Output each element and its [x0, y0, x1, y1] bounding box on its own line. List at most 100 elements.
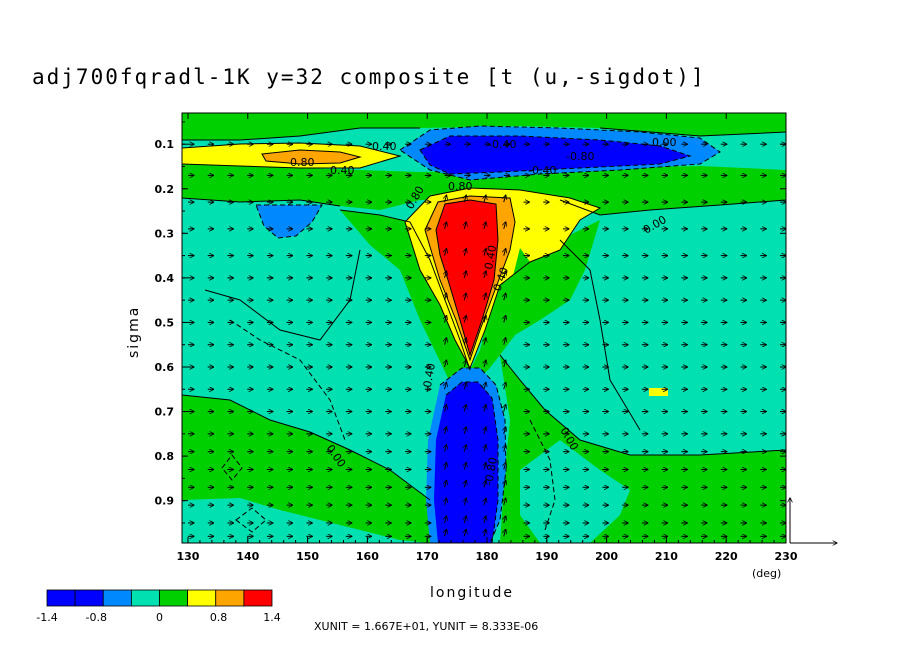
vector-arrow: [445, 445, 447, 452]
x-unit-label: (deg): [752, 567, 781, 580]
colorbar-label: -0.8: [85, 611, 106, 624]
colorbar-swatch: [102, 589, 132, 607]
vector-arrow: [484, 480, 486, 488]
vector-arrow: [445, 516, 447, 524]
vector-arrow: [484, 249, 486, 256]
x-tick-label: 200: [595, 550, 618, 563]
contour-label: 0.40: [330, 164, 355, 177]
y-tick-label: 0.1: [155, 138, 175, 151]
x-tick-label: 230: [775, 550, 798, 563]
vector-arrow: [504, 516, 506, 524]
vector-arrow: [445, 195, 447, 203]
vector-arrow: [484, 222, 486, 229]
vector-arrow: [464, 249, 466, 256]
contour-lines-negative: [221, 125, 721, 543]
colorbar-swatch: [215, 589, 245, 607]
contour-label: 0.80: [448, 180, 473, 193]
vector-arrow: [445, 529, 447, 537]
vector-arrow: [504, 315, 506, 323]
colorbar-swatch: [187, 589, 217, 607]
y-axis-label: sigma: [126, 306, 142, 358]
region-upper-positive-core: [262, 150, 360, 164]
colorbar-swatch: [74, 589, 104, 607]
vector-arrow: [445, 405, 447, 412]
x-tick-label: 130: [176, 550, 199, 563]
vector-arrow: [504, 445, 506, 452]
vector-arrow: [445, 315, 447, 323]
vector-arrow: [464, 427, 466, 434]
contour-label: -0.40: [488, 138, 516, 151]
vector-arrow: [504, 293, 506, 301]
vector-arrow: [484, 516, 486, 524]
vector-arrow: [504, 405, 506, 412]
vector-arrow: [464, 195, 466, 203]
y-axis: 0.1 0.2 0.3 0.4 0.5 0.6 0.7 0.8 0.9: [155, 121, 786, 524]
vector-arrow: [445, 271, 447, 279]
vector-arrow: [445, 249, 447, 256]
x-tick-label: 190: [535, 550, 558, 563]
vector-arrow: [484, 427, 486, 434]
contour-label: 0.40: [482, 244, 499, 270]
vector-arrow: [504, 249, 506, 256]
x-tick-label: 140: [236, 550, 259, 563]
x-tick-label: 150: [296, 550, 319, 563]
vector-arrow: [504, 271, 506, 279]
colorbar-swatch: [130, 589, 160, 607]
vector-field: [187, 144, 786, 537]
y-tick-label: 0.2: [155, 183, 175, 196]
vector-arrow: [464, 315, 466, 323]
vector-arrow: [464, 222, 466, 229]
contour-label: 0.40: [372, 140, 397, 153]
y-tick-label: 0.8: [155, 450, 175, 463]
vector-arrow: [484, 195, 486, 203]
vector-arrow: [484, 382, 486, 390]
vector-arrow: [484, 529, 486, 537]
vector-arrow: [504, 529, 506, 537]
vector-arrow: [464, 445, 466, 452]
vector-arrow: [504, 195, 506, 203]
vector-arrow: [504, 498, 506, 506]
colorbar-label: -1.4: [36, 611, 57, 624]
vector-arrow: [464, 480, 466, 488]
vector-arrow: [504, 462, 506, 470]
vector-arrow: [484, 293, 486, 301]
y-tick-label: 0.6: [155, 361, 175, 374]
vector-arrow: [464, 462, 466, 470]
vector-arrow: [445, 427, 447, 434]
vector-arrow: [445, 360, 447, 368]
contour-label: 0.00: [652, 136, 677, 149]
vector-arrow: [445, 338, 447, 345]
chart-title: adj700fqradl-1K y=32 composite [t (u,-si…: [32, 65, 706, 89]
vector-arrow: [464, 529, 466, 537]
vector-arrow: [504, 382, 506, 390]
contour-label: 0.80: [290, 156, 315, 169]
x-tick-label: 170: [416, 550, 439, 563]
vector-arrow: [464, 271, 466, 279]
contour-label: -0.80: [482, 456, 500, 486]
vector-arrow: [484, 315, 486, 323]
x-axis-label: longitude: [430, 585, 514, 601]
vector-arrow: [484, 462, 486, 470]
contour-label: -0.80: [566, 150, 594, 163]
colorbar-label: 0: [156, 611, 163, 624]
vector-arrow: [464, 498, 466, 506]
region-cyan-pocket-left: [182, 498, 430, 543]
vector-arrow: [445, 293, 447, 301]
vector-arrow: [484, 498, 486, 506]
vector-arrow: [484, 445, 486, 452]
y-tick-label: 0.5: [155, 316, 175, 329]
plot-frame: [181, 112, 787, 544]
contour-label: -0.40: [420, 362, 438, 392]
colorbar-swatch: [46, 589, 76, 607]
vector-arrow: [445, 498, 447, 506]
y-tick-label: 0.4: [155, 272, 175, 285]
x-axis: 130 140 150 160 170 180 190 200 210 220 230: [176, 113, 798, 563]
x-tick-label: 210: [655, 550, 678, 563]
x-tick-label: 160: [356, 550, 379, 563]
vector-arrow: [445, 382, 447, 390]
vector-arrow: [464, 338, 466, 345]
vector-arrow: [464, 405, 466, 412]
colorbar-label: 0.8: [210, 611, 228, 624]
vector-arrow: [464, 293, 466, 301]
colorbar: -1.4 -0.8 0 0.8 1.4: [36, 589, 281, 624]
